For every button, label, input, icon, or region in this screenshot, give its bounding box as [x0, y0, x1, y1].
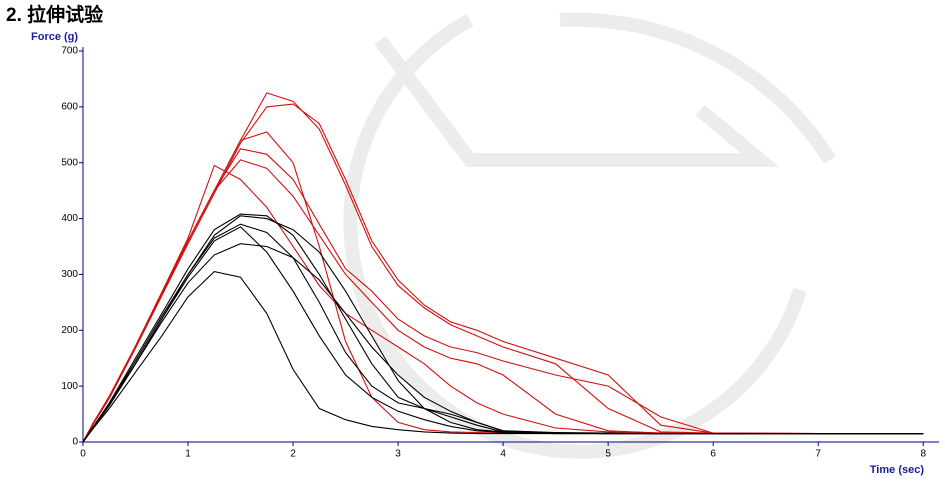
- series-line: [82, 164, 924, 443]
- series-line: [82, 92, 924, 443]
- y-tick-label: 600: [61, 101, 78, 112]
- x-tick-label: 1: [185, 449, 191, 460]
- y-tick-label: 300: [61, 269, 78, 280]
- series-line: [82, 223, 924, 443]
- series-line: [82, 215, 924, 443]
- y-tick-label: 400: [61, 213, 78, 224]
- series-line: [82, 103, 924, 443]
- watermark: [343, 12, 836, 459]
- x-tick-label: 3: [395, 449, 401, 460]
- x-tick-label: 6: [710, 449, 716, 460]
- y-axis-label: Force (g): [31, 31, 78, 43]
- x-axis-label: Time (sec): [870, 464, 925, 476]
- y-tick-label: 500: [61, 157, 78, 168]
- series-line: [82, 243, 924, 443]
- x-tick-label: 0: [80, 449, 86, 460]
- x-tick-label: 8: [920, 449, 926, 460]
- series-line: [82, 226, 924, 443]
- y-tick-label: 0: [72, 437, 78, 448]
- x-tick-label: 5: [605, 449, 611, 460]
- x-tick-label: 2: [290, 449, 296, 460]
- x-tick-label: 7: [815, 449, 821, 460]
- y-tick-label: 200: [61, 325, 78, 336]
- y-tick-label: 100: [61, 381, 78, 392]
- y-tick-label: 700: [61, 46, 78, 57]
- series-line: [82, 159, 924, 443]
- x-tick-label: 4: [500, 449, 506, 460]
- page-title: 2. 拉伸试验: [6, 3, 104, 26]
